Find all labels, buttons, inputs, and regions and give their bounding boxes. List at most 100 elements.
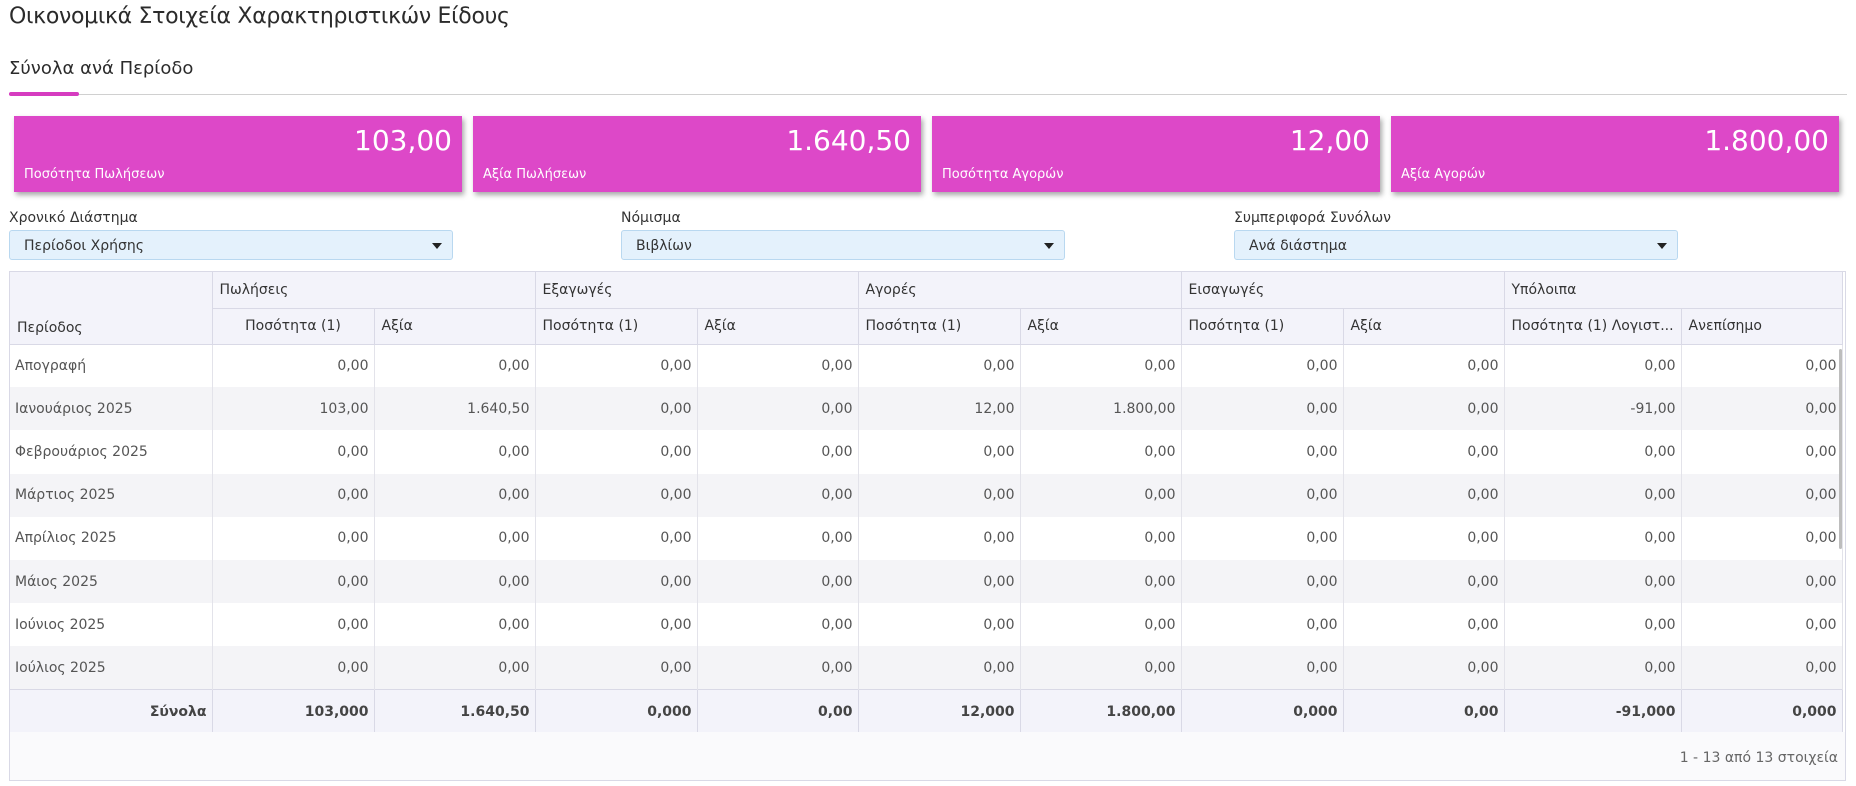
card-label: Αξία Πωλήσεων: [483, 167, 587, 182]
table-cell: 0,00: [1681, 430, 1843, 474]
grid-table: Περίοδος Πωλήσεις Εξαγωγές Αγορές Εισαγω…: [10, 272, 1843, 734]
column-header-period[interactable]: Περίοδος: [10, 272, 213, 345]
column-header[interactable]: Ποσότητα (1) Λογιστ...: [1504, 308, 1682, 345]
table-cell: -91,00: [1504, 387, 1682, 431]
table-row[interactable]: Απογραφή 0,00 0,00 0,00 0,00 0,00 0,00 0,00 0,00…: [10, 344, 1843, 388]
summary-cards: 103,00 Ποσότητα Πωλήσεων 1.640,50 Αξία Π…: [14, 116, 1844, 192]
column-header[interactable]: Αξία: [1343, 308, 1505, 345]
table-cell: 0,00: [697, 473, 859, 517]
card-value: 1.640,50: [786, 124, 911, 157]
table-row[interactable]: Απρίλιος 2025 0,00 0,00 0,00 0,00 0,00 0,00 0,0…: [10, 516, 1843, 560]
table-cell: 0,00: [1504, 646, 1682, 690]
table-cell: 0,00: [1681, 559, 1843, 604]
card-sales-value: 1.640,50 Αξία Πωλήσεων: [473, 116, 921, 192]
row-period: Φεβρουάριος 2025: [10, 430, 213, 474]
table-row[interactable]: Ιούλιος 2025 0,00 0,00 0,00 0,00 0,00 0,00 0,00…: [10, 646, 1843, 690]
totals-cell: 0,000: [1181, 689, 1344, 734]
table-cell: 0,00: [1020, 559, 1182, 604]
table-cell: 0,00: [535, 559, 698, 604]
filter-label: Συμπεριφορά Συνόλων: [1234, 210, 1392, 226]
table-row[interactable]: Μάιος 2025 0,00 0,00 0,00 0,00 0,00 0,00 0,00 0,…: [10, 559, 1843, 604]
table-cell: 0,00: [697, 387, 859, 431]
table-cell: 0,00: [212, 646, 375, 690]
caret-down-icon: [1044, 243, 1054, 249]
group-header-purchases: Αγορές: [858, 272, 1182, 309]
table-cell: 0,00: [1181, 646, 1344, 690]
column-header[interactable]: Ανεπίσημο: [1681, 308, 1843, 345]
totals-cell: 103,000: [212, 689, 375, 734]
table-row[interactable]: Ιούνιος 2025 0,00 0,00 0,00 0,00 0,00 0,00 0,00…: [10, 603, 1843, 647]
table-cell: 0,00: [858, 559, 1021, 604]
table-cell: 0,00: [1181, 603, 1344, 647]
table-cell: 0,00: [1681, 344, 1843, 388]
table-cell: 0,00: [374, 646, 536, 690]
table-cell: 0,00: [1343, 559, 1505, 604]
totals-cell: 0,000: [1681, 689, 1843, 734]
table-cell: 0,00: [858, 646, 1021, 690]
select-value: Βιβλίων: [636, 238, 692, 254]
select-value: Περίοδοι Χρήσης: [24, 238, 144, 254]
table-cell: 0,00: [1020, 430, 1182, 474]
table-cell: 0,00: [212, 603, 375, 647]
table-cell: 0,00: [535, 387, 698, 431]
column-header[interactable]: Ποσότητα (1): [1181, 308, 1344, 345]
table-cell: 0,00: [1504, 559, 1682, 604]
row-period: Απογραφή: [10, 344, 213, 388]
active-tab-indicator: [9, 92, 79, 96]
pager-bar: 1 - 13 από 13 στοιχεία: [10, 732, 1845, 780]
table-cell: 0,00: [858, 603, 1021, 647]
table-cell: 12,00: [858, 387, 1021, 431]
table-cell: 0,00: [1504, 344, 1682, 388]
table-cell: 0,00: [1181, 387, 1344, 431]
pager-info: 1 - 13 από 13 στοιχεία: [1679, 750, 1838, 766]
table-cell: 0,00: [1181, 430, 1344, 474]
filter-totals-behavior: Συμπεριφορά Συνόλων Ανά διάστημα: [1234, 208, 1678, 260]
table-cell: 0,00: [1343, 387, 1505, 431]
tab-totals-by-period[interactable]: Σύνολα ανά Περίοδο: [9, 58, 194, 79]
time-period-select[interactable]: Περίοδοι Χρήσης: [9, 230, 453, 260]
vertical-scrollbar[interactable]: [1839, 349, 1842, 549]
table-cell: 103,00: [212, 387, 375, 431]
table-cell: 0,00: [697, 603, 859, 647]
totals-cell: -91,000: [1504, 689, 1682, 734]
table-cell: 0,00: [1681, 387, 1843, 431]
card-sales-quantity: 103,00 Ποσότητα Πωλήσεων: [14, 116, 462, 192]
table-cell: 1.800,00: [1020, 387, 1182, 431]
row-period: Ιούλιος 2025: [10, 646, 213, 690]
table-cell: 0,00: [535, 516, 698, 560]
table-cell: 0,00: [697, 646, 859, 690]
filters: Χρονικό Διάστημα Περίοδοι Χρήσης Νόμισμα…: [9, 208, 1847, 266]
currency-select[interactable]: Βιβλίων: [621, 230, 1065, 260]
column-header[interactable]: Αξία: [374, 308, 536, 345]
group-header-balances: Υπόλοιπα: [1504, 272, 1843, 309]
row-period: Ιανουάριος 2025: [10, 387, 213, 431]
table-cell: 0,00: [1343, 344, 1505, 388]
table-cell: 0,00: [1504, 603, 1682, 647]
column-header[interactable]: Ποσότητα (1): [858, 308, 1021, 345]
table-cell: 0,00: [535, 473, 698, 517]
row-period: Απρίλιος 2025: [10, 516, 213, 560]
select-value: Ανά διάστημα: [1249, 238, 1347, 254]
table-cell: 0,00: [697, 430, 859, 474]
table-cell: 0,00: [535, 646, 698, 690]
column-header[interactable]: Αξία: [1020, 308, 1182, 345]
table-cell: 0,00: [535, 430, 698, 474]
table-cell: 0,00: [535, 603, 698, 647]
table-row[interactable]: Φεβρουάριος 2025 0,00 0,00 0,00 0,00 0,00 0,00…: [10, 430, 1843, 474]
table-row[interactable]: Ιανουάριος 2025 103,00 1.640,50 0,00 0,00 12,…: [10, 387, 1843, 431]
table-cell: 0,00: [1020, 473, 1182, 517]
totals-behavior-select[interactable]: Ανά διάστημα: [1234, 230, 1678, 260]
column-header[interactable]: Αξία: [697, 308, 859, 345]
group-header-exports: Εξαγωγές: [535, 272, 859, 309]
row-period: Μάιος 2025: [10, 559, 213, 604]
card-purchases-value: 1.800,00 Αξία Αγορών: [1391, 116, 1839, 192]
table-cell: 0,00: [374, 430, 536, 474]
column-header[interactable]: Ποσότητα (1): [535, 308, 698, 345]
table-row[interactable]: Μάρτιος 2025 0,00 0,00 0,00 0,00 0,00 0,00 0,00…: [10, 473, 1843, 517]
table-cell: 0,00: [1681, 603, 1843, 647]
table-cell: 0,00: [858, 430, 1021, 474]
table-cell: 0,00: [1343, 516, 1505, 560]
column-header[interactable]: Ποσότητα (1): [212, 308, 375, 345]
table-cell: 0,00: [1181, 344, 1344, 388]
table-cell: 0,00: [212, 344, 375, 388]
